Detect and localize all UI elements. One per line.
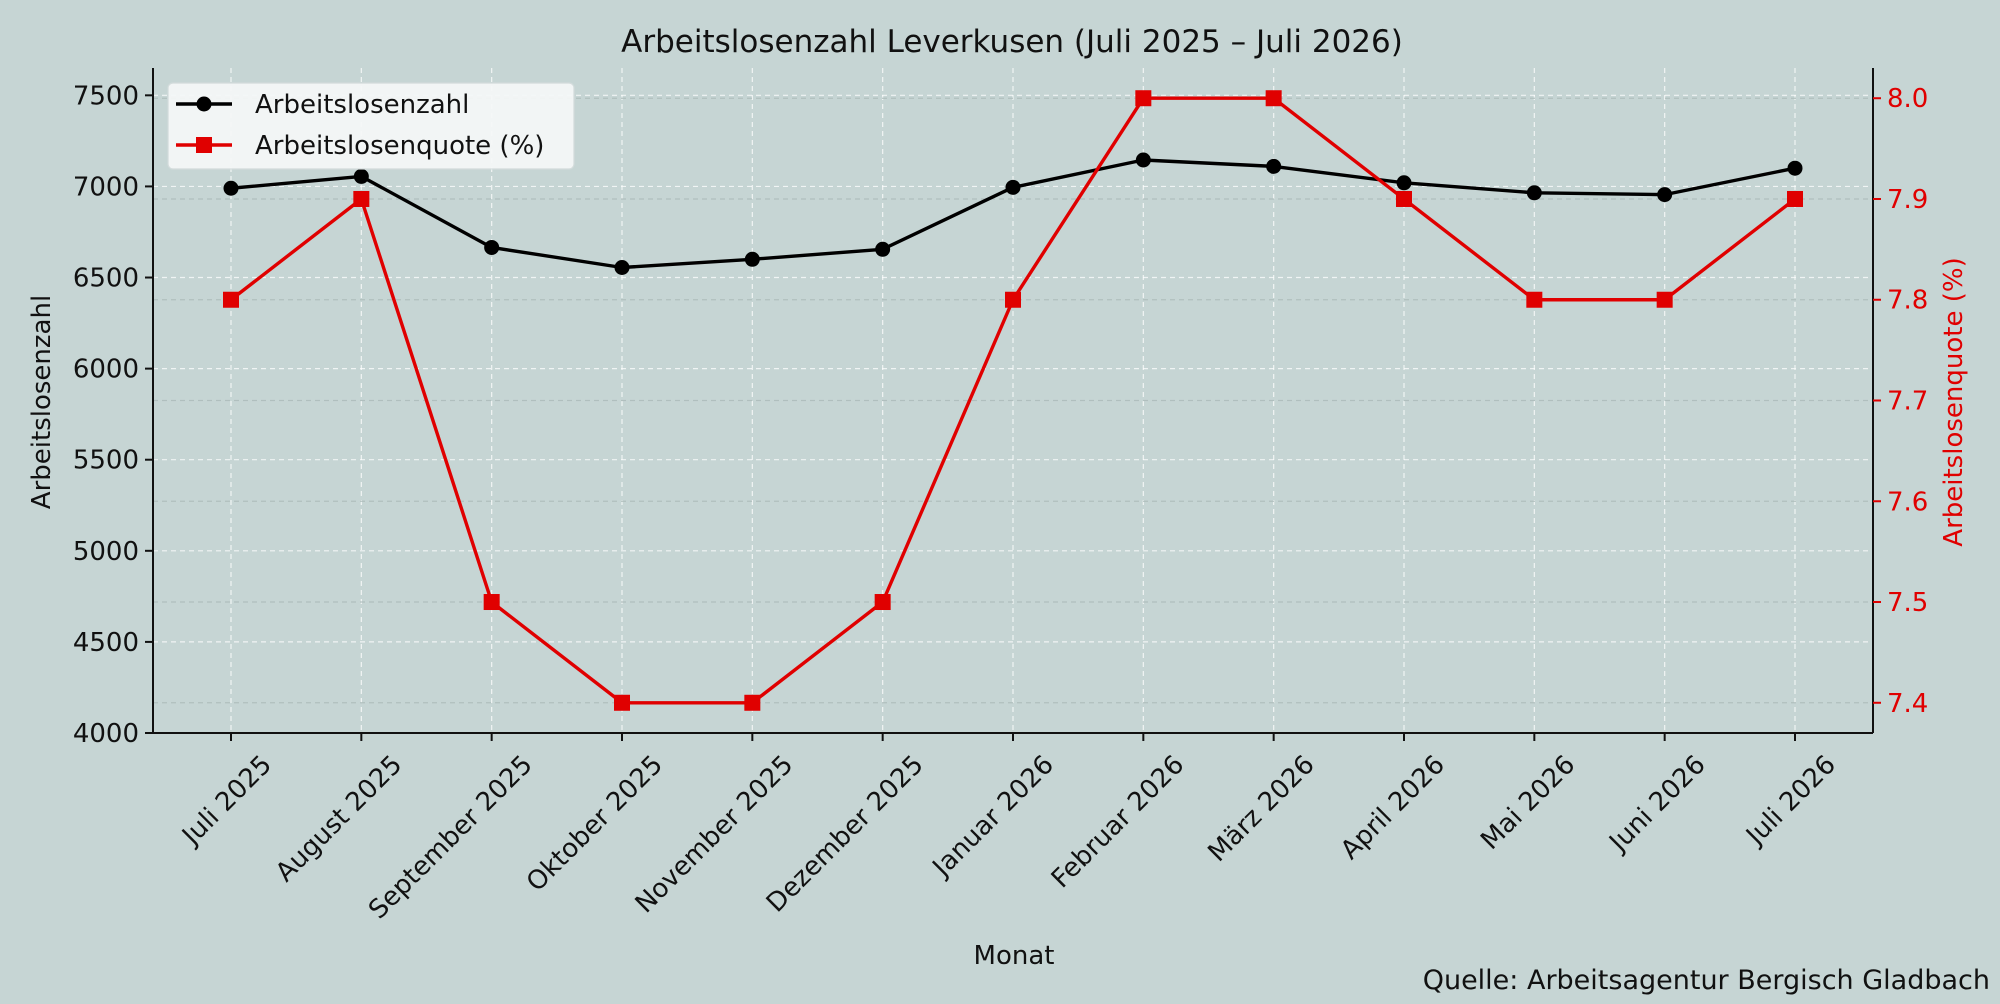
- data-point: [1656, 291, 1673, 308]
- data-point: [874, 594, 891, 611]
- data-point: [1787, 190, 1803, 207]
- x-tick-label: Januar 2026: [926, 750, 1060, 884]
- series-zahl: [223, 152, 1803, 275]
- y-tick-label-right: 7.5: [1887, 588, 1928, 618]
- chart-title: Arbeitslosenzahl Leverkusen (Juli 2025 –…: [621, 24, 1403, 60]
- y-tick-label-right: 8.0: [1887, 84, 1928, 114]
- y-tick-label-left: 4500: [73, 628, 139, 658]
- data-point: [1396, 190, 1412, 207]
- x-tick-label: April 2026: [1335, 750, 1451, 866]
- data-point: [744, 694, 761, 711]
- data-point: [1396, 175, 1412, 191]
- data-point: [484, 239, 500, 255]
- x-tick-label: März 2026: [1202, 750, 1320, 868]
- right-axis-ticks: 7.4 7.5 7.6 7.7 7.8 7.9 8.0: [1873, 84, 1928, 719]
- data-point: [1526, 291, 1543, 308]
- x-tick-label: Juli 2026: [1739, 750, 1842, 853]
- y-tick-label-right: 7.4: [1887, 689, 1928, 719]
- x-tick-label: Mai 2026: [1475, 750, 1581, 856]
- data-point: [614, 694, 630, 711]
- legend-label: Arbeitslosenzahl: [255, 90, 469, 120]
- x-tick-label: August 2025: [270, 750, 408, 888]
- data-point: [1005, 291, 1021, 308]
- data-point: [353, 168, 369, 184]
- y-tick-label-left: 7000: [73, 172, 139, 202]
- data-point: [1005, 179, 1021, 195]
- x-tick-label: Oktober 2025: [521, 750, 669, 898]
- x-tick-label: Februar 2026: [1046, 750, 1190, 894]
- data-point: [1657, 187, 1673, 203]
- data-point: [875, 241, 891, 257]
- data-point: [223, 180, 239, 196]
- series-quote: [223, 90, 1803, 711]
- x-tick-label: Juni 2026: [1603, 750, 1712, 859]
- y-tick-label-left: 5500: [73, 446, 139, 476]
- legend-marker: [196, 137, 212, 153]
- legend-entry: Arbeitslosenzahl: [176, 90, 469, 120]
- data-point: [1135, 152, 1151, 168]
- x-axis-label: Monat: [974, 941, 1055, 971]
- left-axis-ticks: 4000 4500 5000 5500 6000 6500 7000 7500: [73, 81, 153, 749]
- data-point: [1265, 90, 1282, 107]
- data-point: [483, 594, 500, 611]
- y-tick-label-left: 6000: [73, 355, 139, 385]
- y-tick-label-left: 6500: [73, 264, 139, 294]
- source-note: Quelle: Arbeitsagentur Bergisch Gladbach: [1423, 965, 1990, 996]
- y-tick-label-right: 7.7: [1887, 387, 1928, 417]
- y-axis-label-left: Arbeitslosenzahl: [27, 295, 57, 509]
- y-tick-label-right: 7.8: [1887, 286, 1928, 316]
- y-tick-label-left: 4000: [73, 719, 139, 749]
- data-point: [1266, 158, 1282, 174]
- data-point: [744, 251, 760, 267]
- y-tick-label-left: 7500: [73, 81, 139, 111]
- x-tick-label: Juli 2025: [175, 750, 278, 853]
- y-axis-label-right: Arbeitslosenquote (%): [1939, 257, 1969, 546]
- y-tick-label-left: 5000: [73, 537, 139, 567]
- series: [223, 90, 1803, 711]
- data-point: [614, 260, 630, 275]
- legend: Arbeitslosenzahl Arbeitslosenquote (%): [167, 82, 575, 170]
- legend-label: Arbeitslosenquote (%): [255, 131, 544, 161]
- data-point: [1526, 185, 1542, 201]
- legend-box: [167, 82, 575, 170]
- data-point: [1135, 90, 1152, 107]
- y-tick-label-right: 7.9: [1887, 185, 1928, 215]
- y-tick-label-right: 7.6: [1887, 487, 1928, 517]
- data-point: [223, 291, 239, 308]
- data-point: [1787, 160, 1803, 176]
- legend-marker: [196, 96, 212, 112]
- data-point: [353, 190, 370, 207]
- legend-entry: Arbeitslosenquote (%): [176, 131, 544, 161]
